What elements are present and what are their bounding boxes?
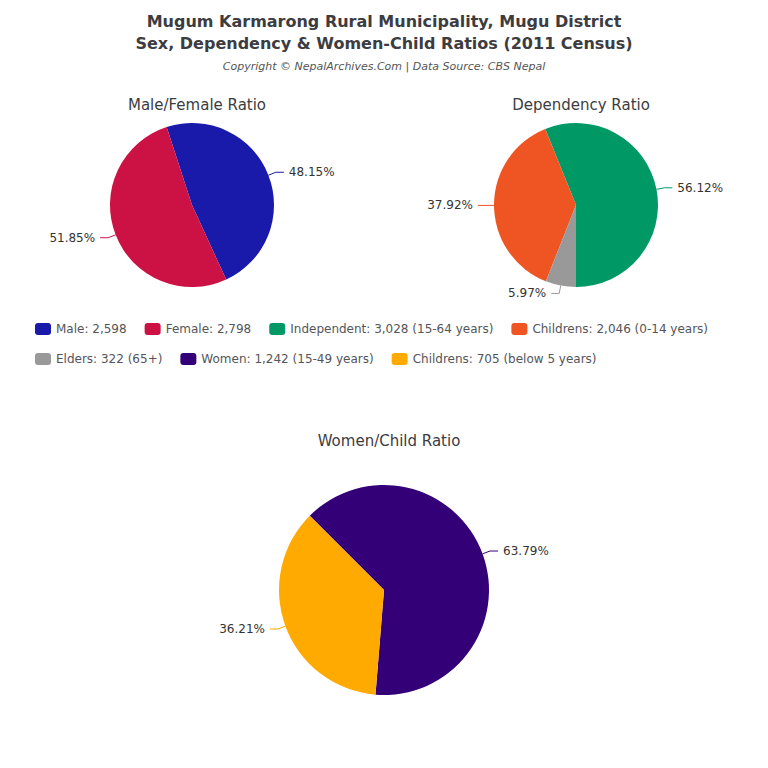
svg-text:36.21%: 36.21% [219, 622, 265, 636]
svg-text:Male: 2,598: Male: 2,598 [56, 322, 127, 336]
svg-text:Women/Child Ratio: Women/Child Ratio [318, 432, 461, 450]
svg-text:63.79%: 63.79% [503, 544, 549, 558]
svg-text:56.12%: 56.12% [677, 181, 723, 195]
svg-text:Childrens: 705 (below 5 years): Childrens: 705 (below 5 years) [413, 352, 597, 366]
svg-text:Women: 1,242 (15-49 years): Women: 1,242 (15-49 years) [201, 352, 373, 366]
svg-text:5.97%: 5.97% [508, 286, 546, 300]
svg-text:Male/Female Ratio: Male/Female Ratio [128, 96, 266, 114]
svg-text:51.85%: 51.85% [49, 231, 95, 245]
svg-text:48.15%: 48.15% [289, 165, 335, 179]
svg-text:Independent: 3,028 (15-64 year: Independent: 3,028 (15-64 years) [290, 322, 493, 336]
svg-text:Female: 2,798: Female: 2,798 [166, 322, 252, 336]
svg-text:Sex, Dependency & Women-Child: Sex, Dependency & Women-Child Ratios (20… [135, 34, 632, 53]
svg-text:37.92%: 37.92% [427, 198, 473, 212]
svg-text:Dependency Ratio: Dependency Ratio [512, 96, 650, 114]
svg-text:Childrens: 2,046 (0-14 years): Childrens: 2,046 (0-14 years) [532, 322, 708, 336]
svg-text:Mugum Karmarong Rural Municipa: Mugum Karmarong Rural Municipality, Mugu… [147, 12, 622, 31]
svg-text:Copyright © NepalArchives.Com: Copyright © NepalArchives.Com | Data Sou… [223, 60, 545, 73]
svg-text:Elders: 322 (65+): Elders: 322 (65+) [56, 352, 162, 366]
